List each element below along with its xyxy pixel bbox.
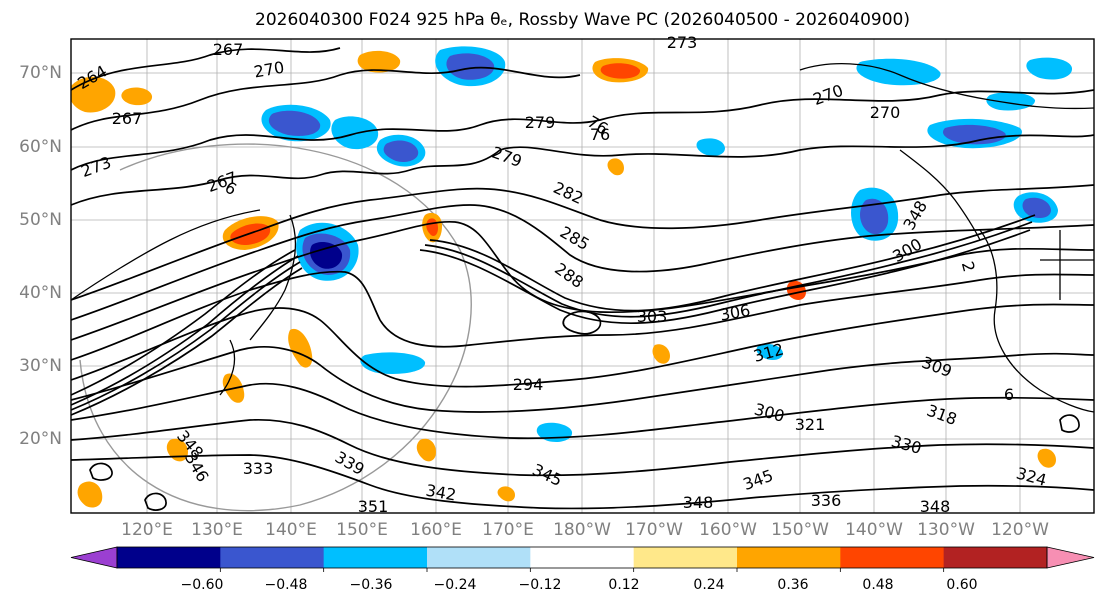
lon-tick: 120°E [121, 520, 173, 540]
colorbar-segment [943, 547, 1048, 568]
colorbar-label: −0.36 [349, 577, 393, 593]
theta-e-contours [71, 47, 1094, 511]
colorbar-extend-high [1046, 546, 1095, 569]
colorbar-frame [116, 546, 1048, 569]
contour-label: 321 [795, 415, 826, 434]
lon-tick: 130°W [917, 520, 975, 540]
lat-tick: 50°N [19, 210, 62, 230]
lon-tick: 140°W [845, 520, 903, 540]
lat-tick: 30°N [19, 356, 62, 376]
lon-tick: 140°E [265, 520, 317, 540]
colorbar-label: 0.60 [946, 577, 978, 593]
contour-label: 294 [513, 375, 544, 394]
contour-label: 6 [1004, 385, 1014, 404]
colorbar-segment [220, 547, 325, 568]
contour-label: 333 [243, 459, 274, 478]
colorbar-label: 0.36 [777, 577, 809, 593]
lat-tick: 40°N [19, 283, 62, 303]
lon-tick: 160°W [699, 520, 757, 540]
map-panel [71, 39, 1094, 513]
lon-tick: 170°W [625, 520, 683, 540]
map-frame [70, 38, 1095, 514]
contour-label: 267 [112, 109, 143, 128]
coastlines [71, 63, 1094, 413]
lon-tick: 180°W [553, 520, 611, 540]
contour-label: 303 [637, 307, 668, 326]
contour-label: 267 [213, 40, 244, 59]
lon-tick: 150°W [771, 520, 829, 540]
colorbar-segment [323, 547, 428, 568]
contour-label: 279 [525, 113, 556, 132]
lon-tick: 120°W [991, 520, 1049, 540]
contour-label: 348 [920, 497, 951, 516]
contour-label: 351 [358, 497, 389, 516]
gridlines [71, 39, 1094, 513]
contour-label: 2 [958, 259, 979, 274]
region-outline [79, 143, 472, 512]
colorbar-segment [530, 547, 635, 568]
lon-tick: 150°E [336, 520, 388, 540]
contour-label: 348 [683, 493, 714, 512]
colorbar-label: −0.12 [518, 577, 562, 593]
colorbar-segment [117, 547, 221, 568]
colorbar-label: 0.48 [862, 577, 894, 593]
positive-anomalies [71, 50, 1056, 508]
lat-tick: 70°N [19, 63, 62, 83]
lon-tick: 170°E [482, 520, 534, 540]
colorbar-segment [840, 547, 945, 568]
colorbar-label: −0.60 [180, 577, 224, 593]
lat-tick: 60°N [19, 137, 62, 157]
colorbar-segment [633, 547, 738, 568]
lon-tick: 130°E [191, 520, 243, 540]
lat-tick: 20°N [19, 429, 62, 449]
contour-label: 76 [590, 125, 610, 144]
colorbar [70, 546, 1095, 572]
colorbar-label: −0.24 [433, 577, 477, 593]
contour-label: 336 [811, 491, 842, 510]
lon-tick: 160°E [410, 520, 462, 540]
colorbar-segment [427, 547, 531, 568]
negative-anomalies [261, 46, 1073, 442]
contour-label: 273 [667, 33, 698, 52]
colorbar-extend-low [70, 546, 118, 569]
contour-label: 270 [870, 103, 901, 122]
colorbar-label: 0.24 [693, 577, 725, 593]
colorbar-segment [737, 547, 841, 568]
chart-title: 2026040300 F024 925 hPa θₑ, Rossby Wave … [255, 10, 910, 30]
colorbar-label: 0.12 [608, 577, 640, 593]
colorbar-label: −0.48 [264, 577, 308, 593]
